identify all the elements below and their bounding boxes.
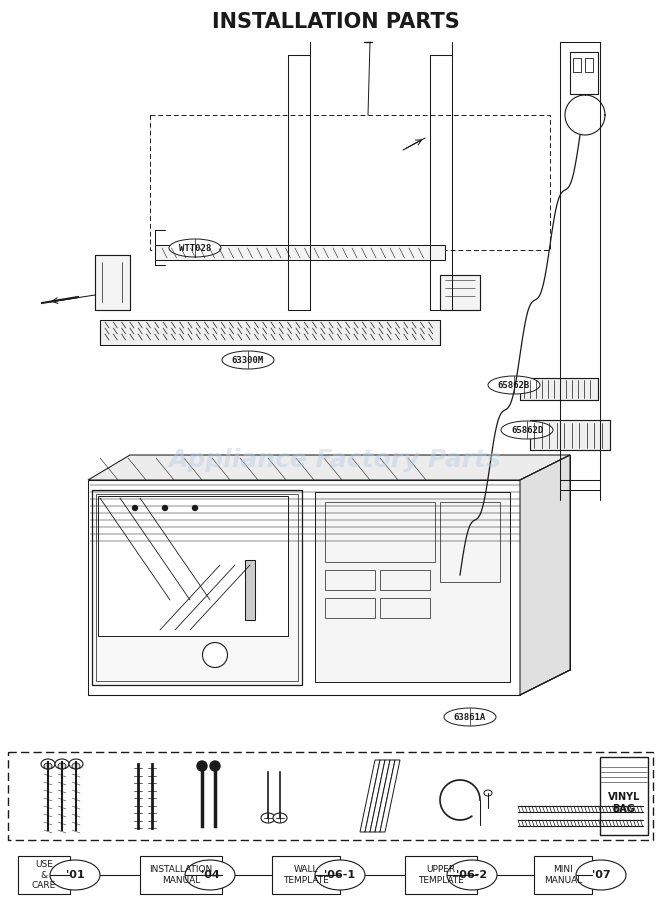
Circle shape <box>197 761 207 771</box>
Bar <box>520 378 598 400</box>
Ellipse shape <box>222 351 274 369</box>
Bar <box>530 420 610 450</box>
Bar <box>315 492 510 682</box>
Polygon shape <box>100 320 440 345</box>
Bar <box>440 502 500 582</box>
Polygon shape <box>520 455 570 695</box>
Polygon shape <box>88 480 520 695</box>
Bar <box>380 570 430 590</box>
Ellipse shape <box>484 790 492 796</box>
Ellipse shape <box>273 813 287 823</box>
Text: INSTALLATION
MANUAL: INSTALLATION MANUAL <box>150 866 213 885</box>
Bar <box>440 275 480 310</box>
Ellipse shape <box>576 860 626 890</box>
Ellipse shape <box>185 860 235 890</box>
Ellipse shape <box>50 860 100 890</box>
Text: VINYL: VINYL <box>608 792 640 802</box>
Bar <box>95 255 130 310</box>
Text: 65862D: 65862D <box>511 426 543 435</box>
Polygon shape <box>155 245 445 260</box>
Ellipse shape <box>58 763 66 769</box>
Bar <box>573 58 581 72</box>
Bar <box>325 502 435 562</box>
Bar <box>140 856 222 894</box>
Text: '04: '04 <box>201 870 219 880</box>
Ellipse shape <box>488 376 540 394</box>
Polygon shape <box>365 760 385 832</box>
Bar <box>98 496 288 636</box>
Bar <box>534 856 592 894</box>
Text: '07: '07 <box>592 870 611 880</box>
Polygon shape <box>95 255 130 310</box>
Bar <box>150 115 550 250</box>
Bar <box>272 856 340 894</box>
Polygon shape <box>370 760 390 832</box>
Ellipse shape <box>261 813 275 823</box>
Text: 63300M: 63300M <box>232 356 264 365</box>
Bar <box>405 856 477 894</box>
Text: MINI
MANUAL: MINI MANUAL <box>544 866 582 885</box>
Text: '01: '01 <box>66 870 85 880</box>
Ellipse shape <box>315 860 365 890</box>
Bar <box>325 570 375 590</box>
Polygon shape <box>360 760 380 832</box>
Text: '06-2: '06-2 <box>456 870 488 880</box>
Circle shape <box>210 761 220 771</box>
Ellipse shape <box>447 860 497 890</box>
Ellipse shape <box>501 421 553 439</box>
Polygon shape <box>380 760 400 832</box>
Circle shape <box>132 506 138 510</box>
Bar <box>18 856 70 894</box>
Ellipse shape <box>69 759 83 769</box>
Text: WTT028: WTT028 <box>179 243 211 252</box>
Polygon shape <box>375 760 395 832</box>
Text: WALL
TEMPLATE: WALL TEMPLATE <box>283 866 329 885</box>
Ellipse shape <box>203 643 227 668</box>
Bar <box>96 494 298 681</box>
Circle shape <box>162 506 168 510</box>
Ellipse shape <box>444 708 496 726</box>
Bar <box>585 58 593 72</box>
Bar <box>92 490 302 685</box>
Text: '06-1: '06-1 <box>325 870 356 880</box>
Ellipse shape <box>55 759 69 769</box>
Polygon shape <box>520 378 598 400</box>
Bar <box>570 52 598 94</box>
Ellipse shape <box>41 759 55 769</box>
Polygon shape <box>440 275 480 310</box>
Text: USE
&
CARE: USE & CARE <box>32 860 56 890</box>
Text: 63861A: 63861A <box>454 713 486 721</box>
Polygon shape <box>245 560 255 620</box>
Ellipse shape <box>44 763 52 769</box>
Ellipse shape <box>169 239 221 257</box>
Text: 65862B: 65862B <box>498 380 530 390</box>
Bar <box>325 598 375 618</box>
Text: Appliance Factory Parts: Appliance Factory Parts <box>169 448 502 472</box>
Ellipse shape <box>72 763 80 769</box>
Text: BAG: BAG <box>613 804 635 814</box>
Text: INSTALLATION PARTS: INSTALLATION PARTS <box>211 12 460 32</box>
Polygon shape <box>530 420 610 450</box>
Polygon shape <box>88 455 570 480</box>
Circle shape <box>193 506 197 510</box>
Bar <box>600 757 648 835</box>
Bar <box>8 752 653 840</box>
Text: UPPER
TEMPLATE: UPPER TEMPLATE <box>418 866 464 885</box>
Bar <box>380 598 430 618</box>
